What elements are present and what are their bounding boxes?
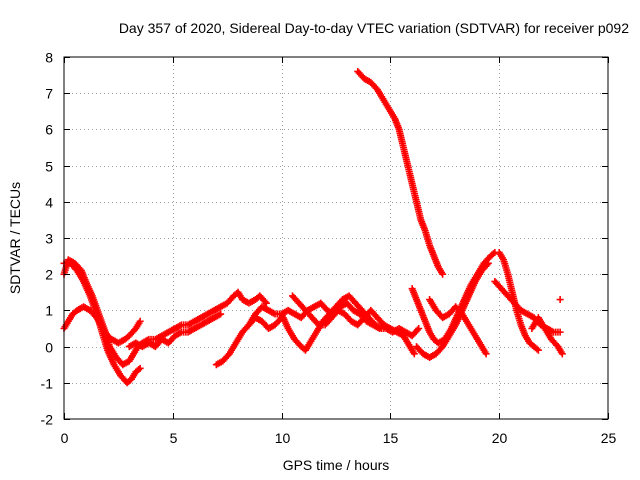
track-f-point <box>413 326 421 334</box>
y-tick-label: 6 <box>45 122 53 138</box>
track-j-point <box>489 250 497 258</box>
series-track-c <box>60 259 143 387</box>
track-k-point <box>484 259 492 267</box>
series-track-l <box>426 296 489 356</box>
track-p-point <box>556 296 564 304</box>
track-c-point <box>135 366 143 374</box>
y-tick-label: -1 <box>41 376 54 392</box>
chart-title: Day 357 of 2020, Sidereal Day-to-day VTE… <box>119 20 629 36</box>
x-tick-label: 0 <box>61 430 69 446</box>
x-tick-label: 10 <box>275 430 291 446</box>
track-m-point <box>533 345 541 353</box>
y-tick-label: -2 <box>41 412 54 428</box>
x-tick-labels: 0 5 10 15 20 25 <box>61 430 617 446</box>
y-axis-label: SDTVAR / TECUs <box>7 182 23 294</box>
y-tick-label: 1 <box>45 303 53 319</box>
series-track-d <box>125 311 223 351</box>
axis-ticks <box>64 57 609 420</box>
track-g-point <box>378 325 386 332</box>
track-f-point <box>415 325 423 332</box>
track-c-point <box>136 364 144 372</box>
y-tick-label: 3 <box>45 231 53 247</box>
y-tick-label: 0 <box>45 340 53 356</box>
y-tick-label: 4 <box>45 195 53 211</box>
track-m-point <box>534 346 542 354</box>
series-track-n <box>491 277 562 336</box>
series-track-m <box>495 248 541 353</box>
track-h-point <box>410 350 418 358</box>
y-tick-label: 8 <box>45 50 53 66</box>
series-track-o <box>528 314 565 356</box>
series-track-h <box>288 292 417 356</box>
track-i-point <box>439 270 447 278</box>
x-tick-label: 20 <box>492 430 508 446</box>
track-h-point <box>313 319 321 327</box>
x-tick-label: 5 <box>170 430 178 446</box>
track-k-point <box>483 261 491 269</box>
series-track-i <box>354 67 446 276</box>
y-tick-label: 5 <box>45 159 53 175</box>
x-tick-label: 15 <box>383 430 399 446</box>
track-b-point <box>261 298 269 306</box>
track-a-point <box>136 317 144 325</box>
track-n-point <box>556 328 564 336</box>
x-axis-label: GPS time / hours <box>283 457 390 473</box>
series-track-k <box>413 261 491 361</box>
y-tick-label: 7 <box>45 86 53 102</box>
track-b-point <box>262 299 270 307</box>
x-tick-label: 25 <box>601 430 617 446</box>
track-o-point <box>558 350 566 358</box>
data-points <box>60 67 566 387</box>
y-tick-label: 2 <box>45 267 53 283</box>
y-tick-labels: -2 -1 0 1 2 3 4 5 6 7 8 <box>41 50 54 428</box>
track-l-point <box>482 350 490 358</box>
track-d-point <box>217 310 225 318</box>
grid-lines <box>64 57 608 419</box>
